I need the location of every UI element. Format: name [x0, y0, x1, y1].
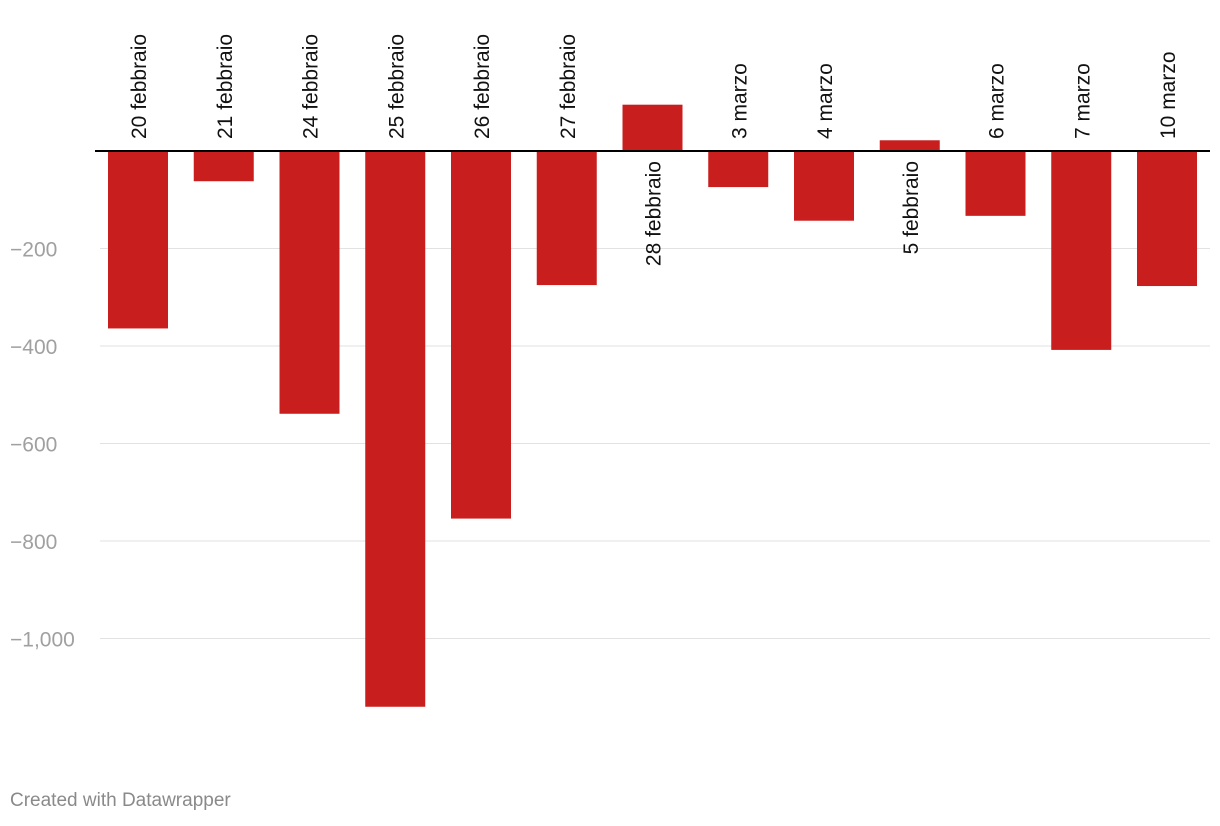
category-label: 21 febbraio — [214, 34, 237, 139]
bar-chart: −200 −400 −600 −800 −1,000 20 febbraio 21 feb… — [10, 34, 1210, 707]
y-tick-label: −400 — [10, 336, 57, 359]
bar — [794, 151, 854, 221]
bar — [536, 151, 597, 286]
y-tick-label: −1,000 — [10, 629, 75, 652]
category-label: 20 febbraio — [128, 34, 151, 139]
category-label: 25 febbraio — [385, 34, 408, 139]
bar — [1137, 151, 1197, 287]
category-label: 5 febbraio — [900, 161, 923, 254]
bar — [622, 104, 683, 151]
bar — [108, 151, 168, 329]
bar — [879, 140, 940, 151]
bar — [279, 151, 340, 414]
bar — [708, 151, 769, 188]
bar — [193, 151, 254, 182]
category-label: 28 febbraio — [643, 161, 666, 266]
category-label: 7 marzo — [1071, 63, 1094, 139]
category-label: 10 marzo — [1157, 51, 1180, 139]
bar — [1051, 151, 1112, 350]
bar — [451, 151, 511, 519]
bar — [365, 151, 426, 707]
y-tick-label: −200 — [10, 239, 57, 262]
y-tick-label: −600 — [10, 434, 57, 457]
category-label: 26 febbraio — [471, 34, 494, 139]
y-tick-label: −800 — [10, 531, 57, 554]
category-label: 24 febbraio — [300, 34, 323, 139]
category-label: 27 febbraio — [557, 34, 580, 139]
category-label: 4 marzo — [814, 63, 837, 139]
category-label: 6 marzo — [986, 63, 1009, 139]
credit-text: Created with Datawrapper — [10, 790, 231, 811]
bar — [965, 151, 1026, 216]
category-label: 3 marzo — [728, 63, 751, 139]
